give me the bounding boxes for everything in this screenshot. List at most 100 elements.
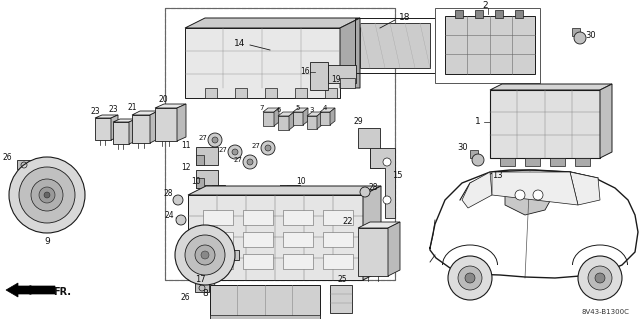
Bar [435,8,540,83]
Circle shape [31,179,63,211]
Circle shape [458,266,482,290]
Circle shape [472,154,484,166]
Polygon shape [363,186,381,280]
Bar [575,158,590,166]
Text: 15: 15 [392,170,403,180]
Circle shape [195,245,215,265]
Circle shape [578,256,622,300]
Text: 22: 22 [343,218,353,226]
Polygon shape [340,18,360,88]
Polygon shape [307,112,322,116]
Polygon shape [370,148,395,218]
Circle shape [265,145,271,151]
Bar [490,90,600,158]
Text: 17: 17 [195,276,205,285]
Bar [263,112,274,126]
Circle shape [19,167,75,223]
Circle shape [243,155,257,169]
Circle shape [232,149,238,155]
Text: 13: 13 [492,170,502,180]
Text: 5: 5 [296,105,300,111]
Circle shape [247,159,253,165]
Polygon shape [177,104,186,141]
Text: 16: 16 [300,68,310,77]
Bar [445,16,535,74]
Circle shape [360,187,370,197]
Bar [310,62,328,90]
Circle shape [588,266,612,290]
Text: 28: 28 [368,183,378,192]
Text: 4: 4 [323,105,327,111]
Text: 10: 10 [191,176,201,186]
Bar [243,210,273,225]
Bar [205,185,212,201]
Circle shape [175,225,235,285]
Polygon shape [293,108,308,112]
Bar [188,195,363,280]
Text: 6: 6 [276,107,281,113]
Text: 30: 30 [458,144,468,152]
Text: 10: 10 [296,176,306,186]
Bar [132,115,150,143]
Circle shape [261,141,275,155]
Polygon shape [505,178,555,215]
Polygon shape [320,108,335,112]
Polygon shape [303,108,308,125]
Text: 2: 2 [482,2,488,11]
Circle shape [201,251,209,259]
Polygon shape [358,222,400,228]
Bar [307,116,317,129]
Bar [196,155,204,165]
Bar [196,170,218,188]
Circle shape [173,195,183,205]
Circle shape [533,190,543,200]
Text: 3: 3 [310,107,314,113]
Text: 23: 23 [108,106,118,115]
Text: 14: 14 [234,39,246,48]
Text: 30: 30 [586,31,596,40]
Bar [283,254,313,269]
Bar [196,147,218,165]
Bar [470,150,478,158]
Text: FR.: FR. [53,287,71,297]
Bar [210,315,320,319]
Bar [280,185,287,201]
Circle shape [383,196,391,204]
Bar [155,108,177,141]
Polygon shape [490,84,612,90]
Bar [165,8,395,280]
Polygon shape [95,115,118,118]
Polygon shape [150,111,158,143]
Bar [323,210,353,225]
Polygon shape [188,186,381,195]
Polygon shape [492,172,578,205]
Circle shape [515,190,525,200]
Circle shape [39,187,55,203]
Bar [203,254,233,269]
Bar [293,112,303,125]
Bar [185,28,340,98]
Bar [205,185,225,201]
Bar [340,78,355,88]
Polygon shape [263,108,279,112]
Text: 27: 27 [234,157,243,163]
FancyArrow shape [6,283,55,297]
Bar [113,122,129,144]
Bar [572,28,580,36]
Bar [515,10,523,18]
Bar [223,250,239,260]
Polygon shape [155,104,186,108]
Polygon shape [289,112,294,130]
Polygon shape [462,172,492,208]
Polygon shape [185,18,360,28]
Circle shape [208,133,222,147]
Text: 27: 27 [219,147,227,153]
Text: 12: 12 [181,164,191,173]
Bar [328,65,356,83]
Text: 8: 8 [202,288,208,298]
Circle shape [574,32,586,44]
Bar [550,158,565,166]
Bar [196,178,204,188]
Text: 20: 20 [158,95,168,105]
Polygon shape [600,84,612,158]
